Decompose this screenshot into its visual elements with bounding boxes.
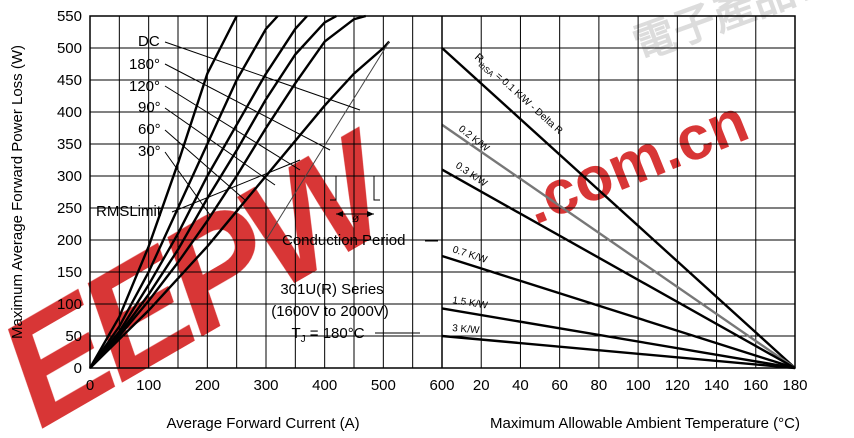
right-x-tick-label: 80 [591, 377, 608, 394]
right-x-tick-label: 180 [782, 377, 807, 394]
rms-limit-line [265, 41, 390, 241]
leader-line [164, 129, 246, 201]
curve-30deg [88, 15, 238, 369]
y-tick-label: 250 [57, 200, 82, 217]
curves [88, 14, 796, 370]
heatsink-line [441, 168, 796, 370]
left-x-tick-label: 0 [86, 377, 94, 394]
y-tick-label: 300 [57, 168, 82, 185]
junction-temp: TJ = 180°C [291, 325, 364, 345]
angle-labels: DC 180° 120° 90° 60° 30° RMSLimit [96, 33, 162, 220]
leader-line [164, 41, 361, 111]
label-30: 30° [138, 143, 161, 160]
y-tick-label: 500 [57, 40, 82, 57]
heatsink-line [441, 307, 796, 370]
label-3: 3 K/W [452, 323, 481, 336]
leader-line [164, 107, 276, 186]
left-x-tick-label: 500 [371, 377, 396, 394]
left-x-tick-label: 100 [136, 377, 161, 394]
left-x-tick-label: 200 [195, 377, 220, 394]
label-rms-limit: RMSLimit [96, 203, 162, 220]
leader-line [164, 151, 211, 216]
right-x-tick-label: 160 [743, 377, 768, 394]
left-x-tick-label: 600 [429, 377, 454, 394]
heatsink-line [441, 123, 796, 369]
conduction-diagram: ø Conduction Period [282, 175, 405, 249]
right-x-tick-label: 140 [704, 377, 729, 394]
voltage-range: (1600V to 2000V) [271, 303, 389, 320]
y-tick-label: 150 [57, 264, 82, 281]
curve-60deg [89, 15, 279, 369]
heatsink-line [441, 254, 796, 370]
label-1-5: 1.5 K/W [452, 295, 489, 312]
right-x-tick-label: 60 [551, 377, 568, 394]
y-tick-label: 100 [57, 296, 82, 313]
left-x-axis-title: Average Forward Current (A) [166, 415, 359, 432]
left-x-tick-label: 400 [312, 377, 337, 394]
conduction-period-label: Conduction Period [282, 232, 405, 249]
y-tick-label: 50 [65, 328, 82, 345]
label-120: 120° [129, 78, 160, 95]
label-90: 90° [138, 99, 161, 116]
curve-dc [89, 40, 391, 369]
y-tick-label: 0 [74, 360, 82, 377]
watermark-chinese: 電子產品世界 [627, 0, 854, 68]
label-0-7: 0.7 K/W [451, 244, 489, 266]
y-tick-label: 450 [57, 72, 82, 89]
label-leaders [164, 41, 438, 334]
curve-120deg [89, 14, 337, 369]
y-tick-label: 350 [57, 136, 82, 153]
right-x-tick-label: 40 [512, 377, 529, 394]
series-name: 301U(R) Series [280, 281, 383, 298]
left-x-tick-label: 300 [253, 377, 278, 394]
y-tick-label: 400 [57, 104, 82, 121]
heatsink-line [441, 334, 796, 370]
label-60: 60° [138, 121, 161, 138]
label-dc: DC [138, 33, 160, 50]
leader-line [171, 159, 301, 213]
phi-symbol: ø [352, 211, 360, 225]
right-x-tick-label: 100 [626, 377, 651, 394]
watermark-domain: .com.cn [514, 86, 757, 238]
right-x-axis-title: Maximum Allowable Ambient Temperature (°… [490, 415, 800, 432]
y-tick-label: 200 [57, 232, 82, 249]
y-tick-label: 550 [57, 8, 82, 25]
right-x-tick-label: 20 [473, 377, 490, 394]
label-rthsa: RthSA = 0.1 K/W - Delta R [471, 51, 565, 138]
y-axis-title: Maximum Average Forward Power Loss (W) [9, 45, 26, 339]
label-180: 180° [129, 56, 160, 73]
curve-90deg [89, 15, 308, 369]
device-info: 301U(R) Series (1600V to 2000V) TJ = 180… [271, 281, 389, 345]
leader-line [164, 63, 331, 151]
right-x-tick-label: 120 [665, 377, 690, 394]
curve-180deg [89, 14, 367, 369]
heatsink-line [441, 47, 796, 369]
leader-line [164, 85, 301, 171]
